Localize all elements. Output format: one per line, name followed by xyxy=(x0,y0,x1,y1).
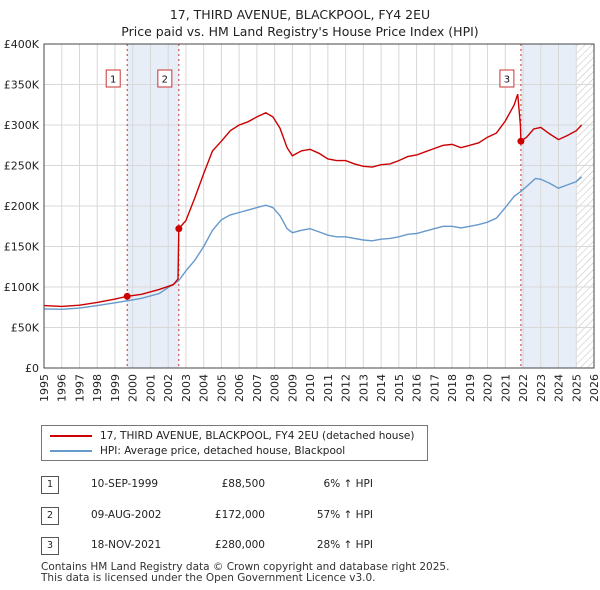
x-tick-label: 2002 xyxy=(162,374,175,402)
transaction-label-box-1 xyxy=(105,69,121,88)
x-tick-label: 2000 xyxy=(127,374,140,402)
transaction-date: 18-NOV-2021 xyxy=(91,539,162,551)
transaction-hpi: 6% ↑ HPI xyxy=(323,478,373,490)
transaction-number: 1 xyxy=(41,476,59,494)
transaction-number: 3 xyxy=(41,537,59,555)
transaction-label-1: 1 xyxy=(110,75,116,86)
y-tick-label: £400K xyxy=(4,38,40,51)
x-tick-label: 2016 xyxy=(411,374,424,402)
transaction-price: £88,500 xyxy=(221,478,265,490)
transaction-price: £172,000 xyxy=(214,509,265,521)
transaction-label-3: 3 xyxy=(504,75,510,86)
x-tick-label: 2019 xyxy=(464,374,477,402)
x-tick-label: 2010 xyxy=(304,374,317,402)
plot-frame xyxy=(43,43,595,369)
transaction-hpi: 57% ↑ HPI xyxy=(316,509,373,521)
transaction-date: 10-SEP-1999 xyxy=(91,478,159,490)
x-tick-label: 2001 xyxy=(144,374,157,402)
legend-item-price: 17, THIRD AVENUE, BLACKPOOL, FY4 2EU (de… xyxy=(50,429,414,443)
x-tick-label: 2020 xyxy=(482,374,495,402)
y-tick-label: £350K xyxy=(4,79,40,92)
x-tick-label: 2024 xyxy=(553,374,566,402)
x-tick-label: 2023 xyxy=(535,374,548,402)
y-tick-label: £200K xyxy=(4,200,40,213)
x-tick-label: 2018 xyxy=(446,374,459,402)
x-tick-label: 2007 xyxy=(251,374,264,402)
series-line-hpi xyxy=(43,176,583,311)
x-tick-label: 2021 xyxy=(499,374,512,402)
y-tick-label: £250K xyxy=(4,160,40,173)
legend-swatch-price xyxy=(50,435,92,437)
transaction-marker-3 xyxy=(517,137,525,145)
transaction-label-box-3 xyxy=(499,69,515,88)
chart-title: 17, THIRD AVENUE, BLACKPOOL, FY4 2EU xyxy=(169,7,431,22)
x-tick-label: 1998 xyxy=(91,374,104,402)
chart-subtitle: Price paid vs. HM Land Registry's House … xyxy=(121,24,479,39)
x-tick-label: 2008 xyxy=(269,374,282,402)
x-tick-label: 1996 xyxy=(56,374,69,402)
chart-title-block: 17, THIRD AVENUE, BLACKPOOL, FY4 2EU Pri… xyxy=(0,6,600,40)
footer-licence: This data is licensed under the Open Gov… xyxy=(41,572,376,584)
price-chart: 1 2 3 £0 £50K £100K £150K £200K £250K £300K £350K £… xyxy=(4,38,600,402)
x-tick-label: 2025 xyxy=(570,374,583,402)
y-tick-label: £50K xyxy=(11,322,40,335)
x-tick-label: 2012 xyxy=(340,374,353,402)
x-tick-label: 2003 xyxy=(180,374,193,402)
y-tick-label: £100K xyxy=(4,281,40,294)
footer: Contains HM Land Registry data © Crown c… xyxy=(41,562,449,584)
transaction-number: 2 xyxy=(41,507,59,525)
transaction-marker-1 xyxy=(123,292,131,300)
legend-label-hpi: HPI: Average price, detached house, Blac… xyxy=(100,445,346,457)
legend-swatch-hpi xyxy=(50,450,92,452)
y-tick-label: £0 xyxy=(25,362,39,375)
transaction-price: £280,000 xyxy=(214,539,265,551)
x-tick-label: 2017 xyxy=(428,374,441,402)
legend-label-price: 17, THIRD AVENUE, BLACKPOOL, FY4 2EU (de… xyxy=(100,430,415,442)
x-tick-label: 2006 xyxy=(233,374,246,402)
x-tick-label: 2009 xyxy=(286,374,299,402)
y-tick-label: £150K xyxy=(4,241,40,254)
x-tick-label: 1999 xyxy=(109,374,122,402)
y-tick-label: £300K xyxy=(4,119,40,132)
transaction-date: 09-AUG-2002 xyxy=(91,509,162,521)
x-tick-label: 2011 xyxy=(322,374,335,402)
x-tick-label: 2022 xyxy=(517,374,530,402)
transaction-hpi: 28% ↑ HPI xyxy=(316,539,373,551)
x-tick-label: 2013 xyxy=(357,374,370,402)
transaction-label-box-2 xyxy=(157,69,173,88)
legend: 17, THIRD AVENUE, BLACKPOOL, FY4 2EU (de… xyxy=(41,425,428,461)
legend-item-hpi: HPI: Average price, detached house, Blac… xyxy=(50,444,345,458)
x-tick-label: 2014 xyxy=(375,374,388,402)
x-tick-label: 2026 xyxy=(588,374,600,402)
x-tick-label: 2004 xyxy=(198,374,211,402)
footer-copyright: Contains HM Land Registry data © Crown c… xyxy=(41,561,450,573)
x-tick-label: 1995 xyxy=(38,374,51,402)
transaction-label-2: 2 xyxy=(162,75,168,86)
x-tick-label: 1997 xyxy=(73,374,86,402)
transaction-marker-2 xyxy=(175,225,183,233)
x-tick-label: 2015 xyxy=(393,374,406,402)
x-tick-label: 2005 xyxy=(215,374,228,402)
